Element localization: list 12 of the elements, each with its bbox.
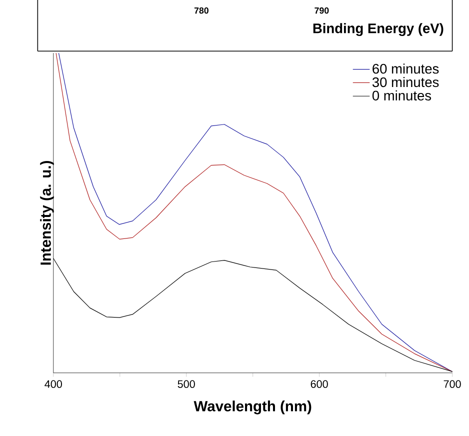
x-tick-label: 400: [44, 380, 62, 388]
x-tick-label: 500: [178, 380, 195, 388]
text: 780: [194, 7, 208, 14]
legend-label: 60 minutes: [372, 63, 439, 74]
x-tick-label: 600: [310, 380, 328, 388]
text: 790: [314, 7, 329, 14]
legend-label: 30 minutes: [372, 76, 439, 87]
text: Binding Energy (eV): [313, 23, 444, 36]
y-axis-title: Intensity (a. u.): [40, 160, 54, 265]
x-tick-label: 700: [444, 380, 461, 388]
x-axis-title: Wavelength (nm): [194, 400, 312, 414]
legend-label: 0 minutes: [372, 90, 432, 100]
